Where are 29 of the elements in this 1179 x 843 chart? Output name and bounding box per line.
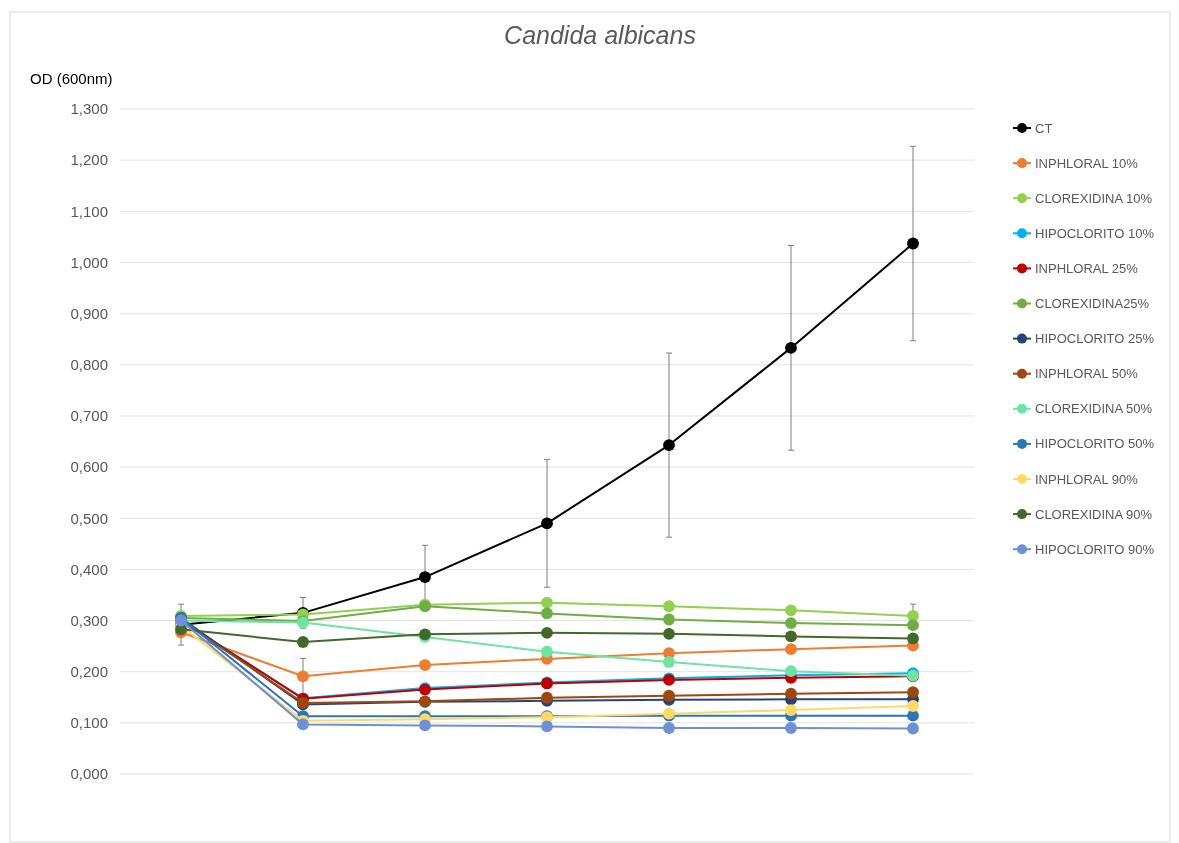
chart-title: Candida albicans — [504, 21, 696, 49]
y-tick-label: 0,100 — [70, 714, 108, 732]
legend-label: HIPOCLORITO 25% — [1035, 331, 1155, 347]
legend-label: CLOREXIDINA 90% — [1035, 506, 1153, 522]
y-tick-label: 0,900 — [70, 304, 108, 322]
y-tick-label: 0,000 — [70, 765, 108, 783]
y-tick-label: 0,700 — [70, 407, 108, 425]
y-tick-label: 1,000 — [70, 253, 108, 271]
y-tick-label: 0,400 — [70, 560, 108, 578]
y-tick-label: 0,500 — [70, 509, 108, 527]
y-tick-label: 0,300 — [70, 611, 108, 629]
legend-label: HIPOCLORITO 50% — [1035, 436, 1155, 452]
y-tick-label: 0,800 — [70, 356, 108, 374]
legend-label: INPHLORAL 10% — [1035, 155, 1139, 171]
legend-label: INPHLORAL 25% — [1035, 260, 1139, 276]
y-tick-label: 0,600 — [70, 458, 108, 476]
y-tick-label: 1,100 — [70, 202, 108, 220]
legend-label: CLOREXIDINA 10% — [1035, 190, 1153, 206]
y-tick-label: 1,200 — [70, 151, 108, 169]
legend-label: INPHLORAL 50% — [1035, 366, 1139, 382]
legend-label: INPHLORAL 90% — [1035, 471, 1139, 487]
legend-label: CT — [1035, 120, 1053, 136]
y-tick-label: 1,300 — [70, 100, 108, 118]
legend-label: HIPOCLORITO 10% — [1035, 225, 1155, 241]
legend-label: CLOREXIDINA 50% — [1035, 401, 1153, 417]
legend-label: CLOREXIDINA25% — [1035, 296, 1150, 311]
y-axis-title: OD (600nm) — [30, 70, 113, 87]
y-tick-label: 0,200 — [70, 662, 108, 680]
legend-label: HIPOCLORITO 90% — [1035, 541, 1155, 557]
